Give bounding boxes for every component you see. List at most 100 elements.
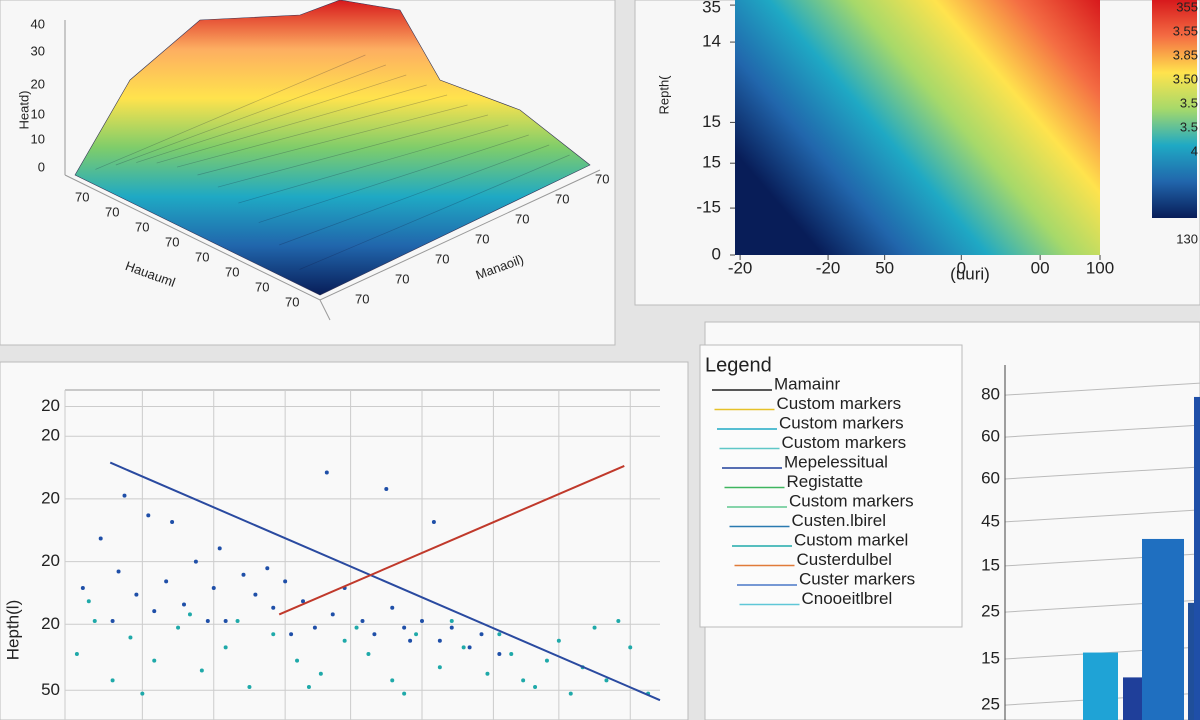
- point: [449, 619, 454, 623]
- y-tick-label: 14: [702, 32, 721, 51]
- point: [205, 619, 210, 623]
- legend-title: Legend: [705, 354, 772, 376]
- point: [295, 658, 300, 663]
- point: [354, 625, 359, 630]
- surface-mesh: [95, 54, 570, 270]
- y-tick-label: 25: [981, 695, 1000, 714]
- line: [278, 464, 625, 616]
- colorbar-label: 3.5: [1180, 119, 1198, 134]
- y-tick-label: 0: [712, 244, 721, 263]
- point: [110, 678, 115, 683]
- x-tick-label: 50: [875, 258, 894, 277]
- point: [289, 632, 294, 637]
- point: [402, 625, 407, 630]
- z-tick-label: 30: [31, 43, 45, 58]
- point: [437, 638, 442, 643]
- point: [402, 691, 407, 696]
- grid-line: [1004, 382, 1200, 396]
- y-tick-label: 70: [555, 191, 569, 206]
- x-tick-label: 0: [957, 258, 966, 277]
- y-tick-label: 60: [981, 427, 1000, 446]
- mesh-line: [197, 104, 468, 176]
- point: [360, 619, 365, 623]
- line: [109, 461, 661, 702]
- point: [420, 619, 424, 623]
- y-tick-label: 70: [435, 251, 449, 266]
- mesh-line: [176, 94, 448, 168]
- legend-label: Cnooeitlbrel: [802, 589, 893, 608]
- mesh-line: [299, 154, 570, 270]
- surface-axes: [64, 20, 601, 321]
- point: [217, 546, 222, 551]
- point: [253, 592, 258, 597]
- z-tick-label: 20: [31, 76, 45, 91]
- colorbar-label: 3.5: [1180, 95, 1198, 110]
- colorbar-label: 130: [1176, 231, 1198, 246]
- point: [479, 632, 484, 637]
- grid-line: [1004, 466, 1200, 480]
- x-tick-label: 70: [135, 219, 149, 234]
- mesh-line: [95, 54, 366, 170]
- y-tick-label: 80: [981, 385, 1000, 404]
- point: [372, 632, 377, 637]
- bar: [1123, 677, 1145, 720]
- y-tick-label: 70: [355, 291, 369, 306]
- x-tick-label: 70: [105, 204, 119, 219]
- point: [98, 536, 103, 541]
- point: [80, 586, 85, 590]
- point: [170, 520, 175, 524]
- point: [414, 632, 419, 637]
- point: [146, 513, 151, 518]
- point: [271, 632, 276, 637]
- legend-label: Custerdulbel: [797, 550, 892, 569]
- point: [390, 605, 395, 610]
- mesh-line: [258, 134, 529, 223]
- point: [461, 645, 466, 650]
- y-tick-label: 50: [41, 680, 60, 699]
- x-tick-label: 70: [75, 189, 89, 204]
- point: [509, 652, 514, 656]
- point: [556, 638, 561, 643]
- point: [497, 652, 502, 656]
- mesh-line: [115, 64, 386, 166]
- y-tick-label: 20: [41, 396, 60, 415]
- colorbar-label: 3.55: [1173, 23, 1198, 38]
- point: [449, 625, 454, 630]
- point: [211, 586, 216, 590]
- point: [86, 599, 91, 604]
- point: [628, 645, 633, 650]
- mesh-line: [156, 84, 427, 164]
- point: [342, 638, 347, 643]
- point: [312, 625, 317, 630]
- point: [128, 635, 133, 640]
- y-tick-label: 70: [515, 211, 529, 226]
- z-tick-label: 40: [31, 16, 45, 31]
- mesh-line: [279, 144, 550, 246]
- point: [497, 632, 502, 637]
- colorbar-label: 3.50: [1173, 71, 1198, 86]
- point: [122, 493, 127, 498]
- mesh-line: [136, 74, 407, 163]
- point: [366, 652, 371, 656]
- point: [182, 602, 186, 607]
- point: [283, 579, 288, 584]
- x-tick-label: 70: [165, 234, 179, 249]
- surface: [74, 0, 591, 296]
- point: [152, 609, 157, 614]
- point: [271, 605, 276, 610]
- x-axis-label: (uuri): [950, 264, 990, 283]
- point: [390, 678, 395, 683]
- legend-label: Custom markers: [777, 394, 902, 413]
- x-tick-label: 00: [1031, 258, 1050, 277]
- point: [324, 470, 329, 475]
- point: [592, 625, 597, 630]
- point: [134, 592, 139, 597]
- point: [92, 619, 97, 623]
- legend-label: Mepelessitual: [784, 452, 888, 471]
- point: [521, 678, 526, 683]
- legend-label: Custen.lbirel: [792, 511, 887, 530]
- point: [223, 619, 228, 623]
- y-tick-label: 20: [41, 551, 60, 570]
- y-tick-label: 70: [595, 171, 609, 186]
